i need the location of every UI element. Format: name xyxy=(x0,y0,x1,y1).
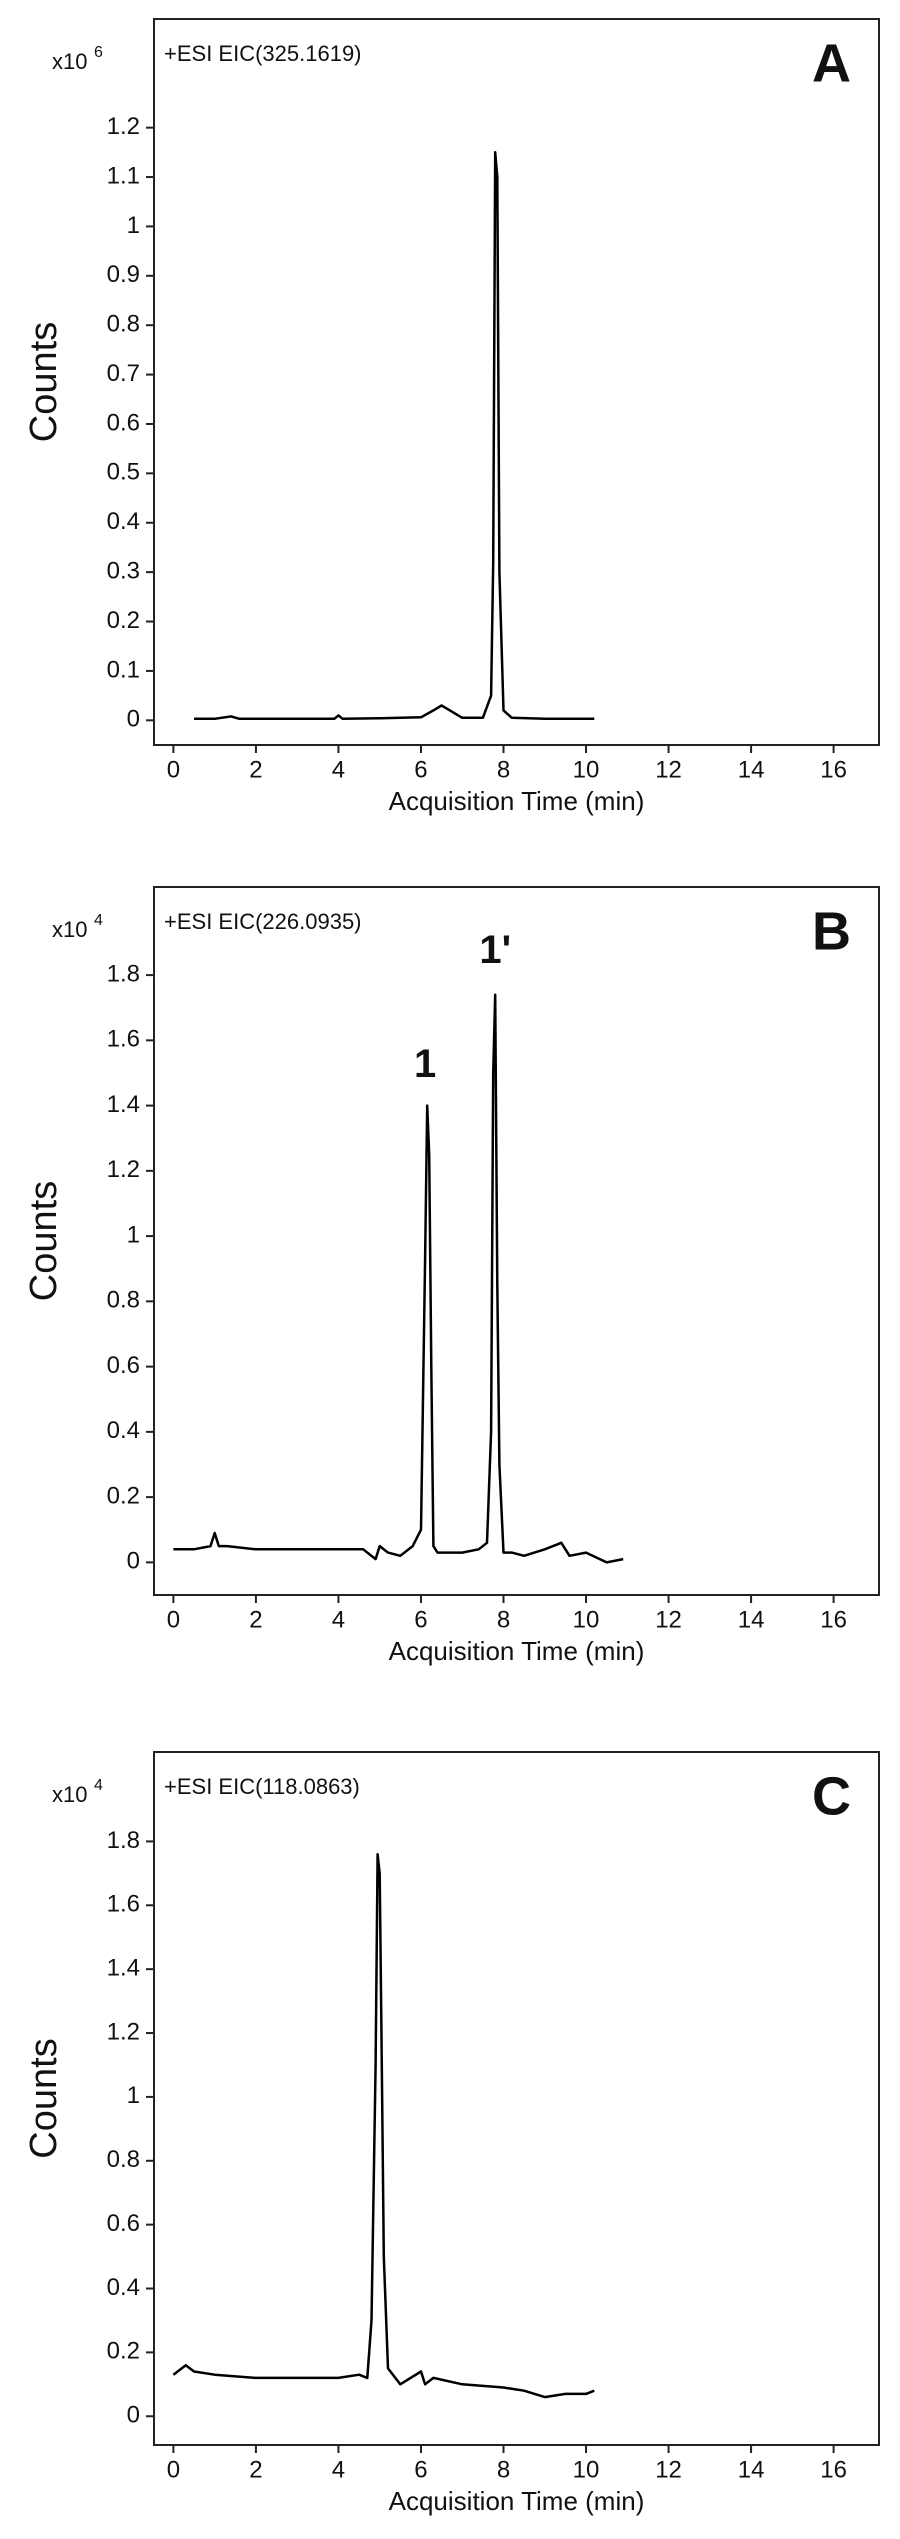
x-tick-label: 4 xyxy=(332,2456,345,2483)
x-axis-title: Acquisition Time (min) xyxy=(389,2486,645,2516)
y-tick-label: 1.1 xyxy=(107,162,140,189)
peak-label: 1' xyxy=(479,928,511,972)
x-tick-label: 10 xyxy=(573,756,600,783)
y-tick-label: 1.2 xyxy=(107,1156,140,1183)
y-tick-label: 1 xyxy=(127,1221,140,1248)
x-tick-label: 6 xyxy=(414,1606,427,1633)
x-tick-label: 6 xyxy=(414,756,427,783)
x-tick-label: 2 xyxy=(249,1606,262,1633)
x-tick-label: 14 xyxy=(738,2456,765,2483)
x-tick-label: 2 xyxy=(249,2456,262,2483)
x-tick-label: 12 xyxy=(655,756,682,783)
x-tick-label: 10 xyxy=(573,1606,600,1633)
eic-label: +ESI EIC(226.0935) xyxy=(164,909,362,934)
x-tick-label: 2 xyxy=(249,756,262,783)
eic-label: +ESI EIC(118.0863) xyxy=(164,1774,360,1799)
x-tick-label: 6 xyxy=(414,2456,427,2483)
y-tick-label: 1 xyxy=(127,2082,140,2109)
y-tick-label: 0.2 xyxy=(107,2338,140,2365)
x-tick-label: 8 xyxy=(497,756,510,783)
panel-label: A xyxy=(812,33,851,93)
y-scale-label: x10 xyxy=(52,917,87,942)
y-tick-label: 0.2 xyxy=(107,1482,140,1509)
y-tick-label: 1.2 xyxy=(107,113,140,140)
y-tick-label: 0.8 xyxy=(107,1287,140,1314)
y-tick-label: 0 xyxy=(127,2402,140,2429)
y-axis-title: Counts xyxy=(23,322,65,442)
y-tick-label: 0 xyxy=(127,1548,140,1575)
y-tick-label: 0.6 xyxy=(107,1352,140,1379)
y-tick-label: 1.6 xyxy=(107,1891,140,1918)
y-scale-exponent: 4 xyxy=(94,912,103,929)
x-tick-label: 4 xyxy=(332,756,345,783)
y-tick-label: 0.4 xyxy=(107,2274,140,2301)
y-tick-label: 0.5 xyxy=(107,459,140,486)
x-tick-label: 0 xyxy=(167,2456,180,2483)
trace-line xyxy=(194,151,595,721)
y-tick-label: 0.7 xyxy=(107,360,140,387)
y-tick-label: 1.4 xyxy=(107,1955,140,1982)
y-tick-label: 1 xyxy=(127,212,140,239)
y-scale-label: x10 xyxy=(52,1782,87,1807)
plot-frame xyxy=(153,886,880,1596)
eic-label: +ESI EIC(325.1619) xyxy=(164,41,362,66)
plot-frame xyxy=(153,1751,880,2446)
y-tick-label: 0.9 xyxy=(107,261,140,288)
x-tick-label: 16 xyxy=(820,1606,847,1633)
plot-frame xyxy=(153,18,880,746)
y-tick-label: 1.2 xyxy=(107,2018,140,2045)
y-tick-label: 1.8 xyxy=(107,960,140,987)
x-tick-label: 12 xyxy=(655,1606,682,1633)
x-tick-label: 0 xyxy=(167,756,180,783)
x-tick-label: 10 xyxy=(573,2456,600,2483)
y-tick-label: 0.3 xyxy=(107,557,140,584)
y-tick-label: 0.4 xyxy=(107,1417,140,1444)
x-tick-label: 16 xyxy=(820,756,847,783)
y-axis-title: Counts xyxy=(23,1181,65,1301)
x-tick-label: 8 xyxy=(497,1606,510,1633)
y-tick-label: 1.4 xyxy=(107,1091,140,1118)
panel-label: C xyxy=(812,1766,851,1826)
x-tick-label: 14 xyxy=(738,756,765,783)
y-axis-title: Counts xyxy=(23,2038,65,2158)
peak-label: 1 xyxy=(414,1042,436,1086)
trace-line xyxy=(172,1852,595,2399)
y-tick-label: 0.2 xyxy=(107,607,140,634)
y-tick-label: 1.8 xyxy=(107,1827,140,1854)
y-scale-exponent: 4 xyxy=(94,1777,103,1794)
y-scale-exponent: 6 xyxy=(94,44,103,61)
y-tick-label: 0.1 xyxy=(107,656,140,683)
y-tick-label: 0.8 xyxy=(107,311,140,338)
x-tick-label: 0 xyxy=(167,1606,180,1633)
panel-label: B xyxy=(812,901,851,961)
x-axis-title: Acquisition Time (min) xyxy=(389,1636,645,1666)
x-tick-label: 4 xyxy=(332,1606,345,1633)
x-axis-title: Acquisition Time (min) xyxy=(389,786,645,816)
y-tick-label: 0.4 xyxy=(107,508,140,535)
y-scale-label: x10 xyxy=(52,49,87,74)
x-tick-label: 8 xyxy=(497,2456,510,2483)
y-tick-label: 0.6 xyxy=(107,2210,140,2237)
x-tick-label: 14 xyxy=(738,1606,765,1633)
y-tick-label: 1.6 xyxy=(107,1026,140,1053)
x-tick-label: 12 xyxy=(655,2456,682,2483)
y-tick-label: 0.6 xyxy=(107,409,140,436)
x-tick-label: 16 xyxy=(820,2456,847,2483)
trace-line xyxy=(173,993,624,1564)
y-tick-label: 0 xyxy=(127,706,140,733)
y-tick-label: 0.8 xyxy=(107,2146,140,2173)
